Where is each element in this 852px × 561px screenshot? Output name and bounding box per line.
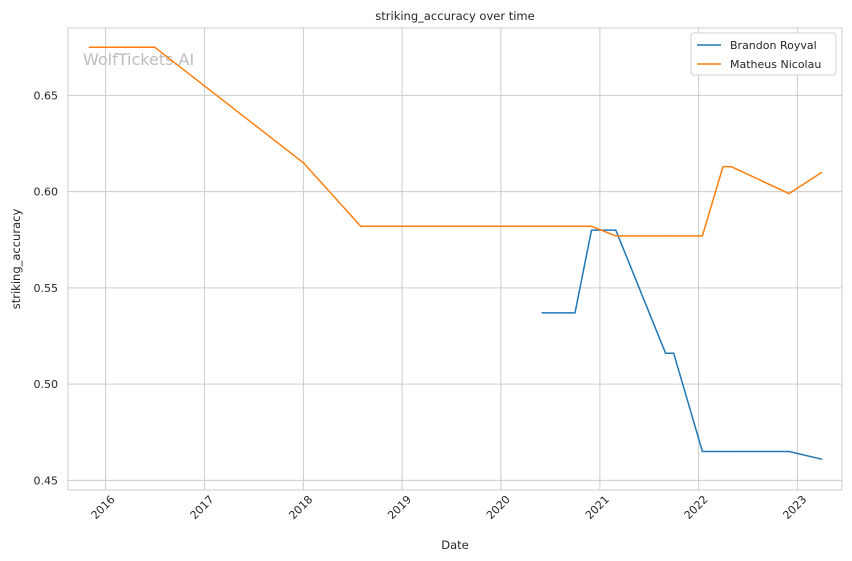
- data-point-brandon-royval: [590, 229, 593, 231]
- data-point-brandon-royval: [722, 450, 724, 453]
- data-point-matheus-nicolau: [88, 46, 90, 48]
- x-gridlines: [105, 28, 798, 490]
- y-tick-label: 0.65: [34, 89, 59, 102]
- data-point-brandon-royval: [665, 352, 667, 354]
- legend-label-brandon-royval: Brandon Royval: [730, 39, 817, 52]
- legend: Brandon Royval Matheus Nicolau: [690, 32, 837, 76]
- data-point-matheus-nicolau: [673, 235, 675, 237]
- data-point-matheus-nicolau: [821, 171, 823, 173]
- data-point-matheus-nicolau: [302, 162, 304, 164]
- chart-title: striking_accuracy over time: [375, 9, 534, 23]
- data-point-brandon-royval: [673, 352, 675, 354]
- data-point-matheus-nicolau: [722, 166, 724, 168]
- data-point-brandon-royval: [541, 312, 543, 314]
- y-tick-label: 0.60: [34, 186, 59, 199]
- plot-frame: [67, 27, 843, 491]
- y-tick-labels: 0.45 0.50 0.55 0.60 0.65: [34, 89, 59, 487]
- legend-label-matheus-nicolau: Matheus Nicolau: [730, 58, 821, 71]
- data-point-matheus-nicolau: [590, 225, 593, 227]
- data-point-matheus-nicolau: [730, 166, 732, 168]
- series-layer: [88, 46, 823, 460]
- data-point-matheus-nicolau: [701, 235, 704, 237]
- data-point-matheus-nicolau: [360, 225, 362, 227]
- data-point-brandon-royval: [701, 450, 704, 453]
- data-point-brandon-royval: [730, 450, 732, 453]
- data-point-brandon-royval: [615, 229, 617, 231]
- data-point-matheus-nicolau: [615, 235, 617, 237]
- data-point-matheus-nicolau: [665, 235, 667, 237]
- data-point-matheus-nicolau: [788, 193, 790, 195]
- x-axis-label: Date: [441, 538, 469, 552]
- data-point-brandon-royval: [788, 450, 790, 453]
- data-point-matheus-nicolau: [154, 46, 156, 48]
- data-point-brandon-royval: [821, 458, 823, 460]
- y-tick-label: 0.55: [34, 282, 59, 295]
- y-axis-label: striking_accuracy: [9, 209, 23, 310]
- y-tick-label: 0.45: [34, 474, 59, 487]
- y-gridlines: [68, 94, 842, 481]
- legend-box: [690, 32, 837, 76]
- watermark: WolfTickets.AI: [83, 50, 194, 69]
- y-tick-label: 0.50: [34, 378, 59, 391]
- data-point-brandon-royval: [574, 312, 576, 314]
